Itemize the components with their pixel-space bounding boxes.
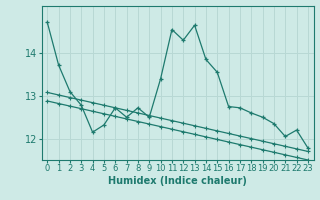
X-axis label: Humidex (Indice chaleur): Humidex (Indice chaleur) <box>108 176 247 186</box>
